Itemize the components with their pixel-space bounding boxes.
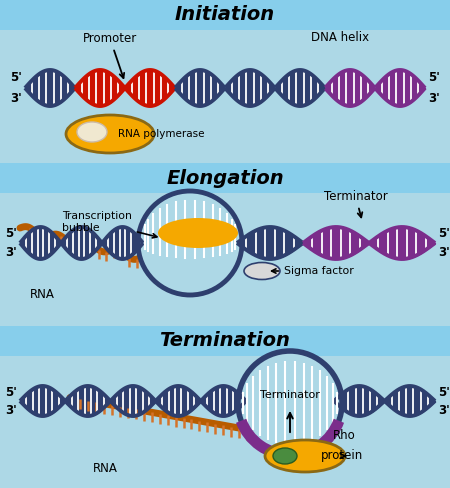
Text: 3': 3' bbox=[438, 246, 450, 259]
Text: protein: protein bbox=[321, 449, 363, 463]
Ellipse shape bbox=[77, 122, 107, 142]
Text: 5': 5' bbox=[5, 386, 17, 399]
Text: 3': 3' bbox=[10, 92, 22, 105]
Text: 5': 5' bbox=[438, 386, 450, 399]
Bar bbox=[0, 30, 450, 163]
Text: Promoter: Promoter bbox=[83, 32, 137, 78]
Text: Transcription
bubble: Transcription bubble bbox=[62, 211, 157, 238]
Ellipse shape bbox=[158, 218, 238, 248]
Bar bbox=[0, 326, 450, 356]
Text: 5': 5' bbox=[5, 227, 17, 240]
Text: Rho: Rho bbox=[333, 429, 356, 442]
Text: Termination: Termination bbox=[160, 331, 290, 350]
Text: 5': 5' bbox=[438, 227, 450, 240]
Text: 3': 3' bbox=[5, 404, 17, 416]
Text: 3': 3' bbox=[5, 246, 17, 259]
Text: Initiation: Initiation bbox=[175, 5, 275, 24]
Text: RNA: RNA bbox=[30, 288, 54, 302]
Circle shape bbox=[238, 351, 342, 455]
Ellipse shape bbox=[66, 115, 154, 153]
Bar bbox=[0, 163, 450, 193]
Text: 3': 3' bbox=[438, 404, 450, 416]
Text: 3': 3' bbox=[428, 92, 440, 105]
Ellipse shape bbox=[273, 448, 297, 464]
Bar bbox=[0, 356, 450, 488]
Text: DNA helix: DNA helix bbox=[311, 31, 369, 44]
Text: 5': 5' bbox=[428, 71, 440, 84]
Circle shape bbox=[138, 191, 242, 295]
Ellipse shape bbox=[244, 263, 280, 280]
Text: RNA polymerase: RNA polymerase bbox=[118, 129, 204, 139]
Ellipse shape bbox=[265, 440, 345, 472]
Text: Sigma factor: Sigma factor bbox=[272, 266, 354, 276]
Text: Terminator: Terminator bbox=[260, 390, 320, 400]
Bar bbox=[0, 193, 450, 326]
Bar bbox=[0, 0, 450, 30]
Text: Elongation: Elongation bbox=[166, 168, 284, 187]
Text: RNA: RNA bbox=[93, 463, 117, 475]
Text: 5': 5' bbox=[10, 71, 22, 84]
Text: Terminator: Terminator bbox=[324, 190, 388, 217]
